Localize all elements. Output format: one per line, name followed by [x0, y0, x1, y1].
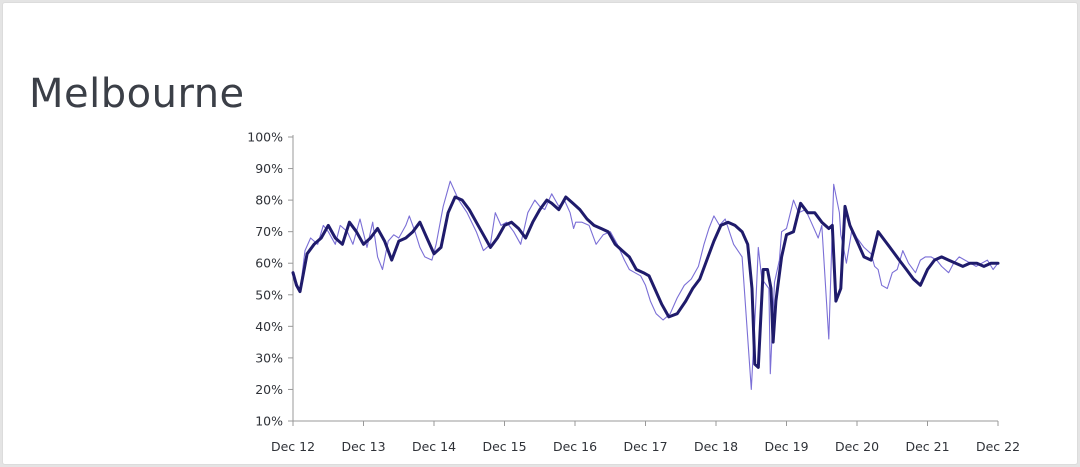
- y-tick-label: 10%: [255, 414, 283, 429]
- series-line-trend: [291, 195, 1000, 369]
- x-tick-label: Dec 19: [764, 439, 808, 454]
- x-tick-label: Dec 13: [341, 439, 385, 454]
- y-tick-label: 40%: [255, 319, 283, 334]
- x-tick-label: Dec 22: [976, 439, 1020, 454]
- x-tick-label: Dec 17: [623, 439, 667, 454]
- series-line-raw: [292, 180, 999, 390]
- x-tick-label: Dec 18: [694, 439, 738, 454]
- y-tick-label: 80%: [255, 193, 283, 208]
- x-tick-label: Dec 12: [271, 439, 315, 454]
- x-tick-label: Dec 20: [835, 439, 879, 454]
- x-tick-label: Dec 14: [412, 439, 456, 454]
- y-tick-label: 60%: [255, 256, 283, 271]
- x-tick-label: Dec 21: [905, 439, 949, 454]
- y-tick-label: 100%: [247, 130, 283, 145]
- y-tick-label: 20%: [255, 382, 283, 397]
- x-tick-label: Dec 15: [482, 439, 526, 454]
- y-tick-label: 50%: [255, 287, 283, 302]
- y-tick-label: 90%: [255, 161, 283, 176]
- chart-title: Melbourne: [29, 71, 245, 117]
- y-tick-label: 70%: [255, 224, 283, 239]
- x-tick-label: Dec 16: [553, 439, 597, 454]
- y-tick-label: 30%: [255, 350, 283, 365]
